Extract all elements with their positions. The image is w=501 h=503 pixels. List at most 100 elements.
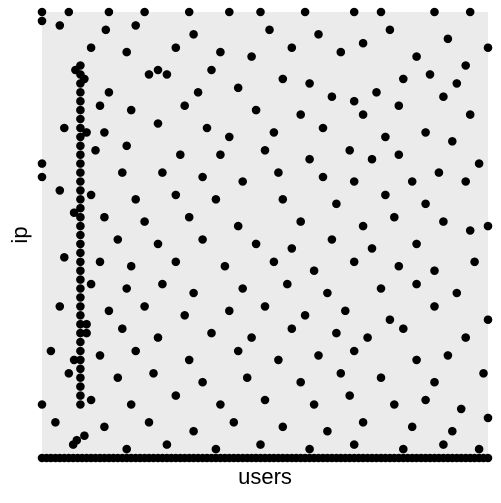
data-point xyxy=(171,190,181,200)
data-point xyxy=(76,284,85,293)
data-point xyxy=(318,172,328,182)
data-point xyxy=(76,177,85,186)
data-point xyxy=(86,190,96,200)
data-point xyxy=(189,288,198,298)
data-point xyxy=(131,21,140,30)
data-point xyxy=(225,306,234,316)
data-point xyxy=(358,221,368,231)
data-point xyxy=(153,119,163,128)
data-point xyxy=(256,7,265,17)
data-point xyxy=(412,279,421,289)
data-point xyxy=(318,123,328,133)
data-point xyxy=(76,203,85,213)
data-point xyxy=(198,235,207,244)
data-point xyxy=(305,79,314,88)
data-point xyxy=(126,261,136,271)
data-point xyxy=(385,315,395,325)
data-point xyxy=(91,146,100,155)
data-point xyxy=(225,7,234,17)
data-point xyxy=(412,52,421,61)
data-point xyxy=(158,168,167,177)
data-point xyxy=(233,346,243,356)
data-point xyxy=(153,65,163,75)
data-point xyxy=(443,34,453,44)
data-point xyxy=(283,279,292,289)
data-point xyxy=(86,395,96,405)
data-point xyxy=(367,244,377,253)
data-point xyxy=(126,400,136,409)
data-point xyxy=(336,47,346,57)
data-point xyxy=(443,351,453,360)
data-point xyxy=(76,391,85,400)
data-point xyxy=(452,288,462,298)
data-point xyxy=(474,444,484,454)
data-point xyxy=(349,257,359,267)
data-point xyxy=(76,159,85,168)
data-point xyxy=(394,261,404,271)
data-point xyxy=(76,382,85,391)
data-point xyxy=(176,150,185,159)
data-point xyxy=(260,302,270,311)
data-point xyxy=(381,132,390,142)
data-point xyxy=(251,239,261,249)
data-point xyxy=(158,279,167,289)
data-point xyxy=(76,337,85,347)
data-point xyxy=(76,150,85,159)
data-point xyxy=(314,30,323,39)
data-point xyxy=(76,364,85,374)
data-point xyxy=(421,395,430,405)
data-point xyxy=(82,328,91,338)
data-point xyxy=(216,47,225,57)
data-point xyxy=(76,373,85,383)
data-point xyxy=(95,101,105,110)
data-point xyxy=(483,453,493,463)
data-point xyxy=(51,418,60,427)
data-point xyxy=(421,199,430,209)
data-point xyxy=(296,217,306,226)
data-point xyxy=(385,25,395,35)
data-point xyxy=(269,128,279,137)
data-point xyxy=(233,83,243,93)
data-point xyxy=(439,217,448,226)
data-point xyxy=(448,426,457,436)
data-point xyxy=(76,275,85,284)
data-point xyxy=(55,302,65,311)
data-point xyxy=(184,212,194,222)
data-point xyxy=(309,400,319,409)
data-point xyxy=(238,284,247,293)
data-point xyxy=(104,7,114,17)
data-point xyxy=(80,431,89,441)
data-point xyxy=(430,266,439,276)
data-point xyxy=(483,315,493,325)
data-point xyxy=(104,306,114,316)
data-point xyxy=(211,195,221,204)
data-point xyxy=(100,422,109,432)
data-point xyxy=(363,333,372,342)
data-point xyxy=(198,172,207,182)
data-point xyxy=(287,43,297,52)
data-point xyxy=(82,319,91,329)
data-point xyxy=(76,355,85,365)
data-point xyxy=(76,302,85,311)
data-point xyxy=(55,186,65,195)
data-point xyxy=(76,114,85,124)
data-point xyxy=(69,208,79,217)
data-point xyxy=(118,168,127,177)
data-point xyxy=(305,154,314,164)
data-point xyxy=(131,195,140,204)
data-point xyxy=(76,400,85,409)
data-point xyxy=(140,217,149,226)
data-point xyxy=(71,65,80,75)
data-point xyxy=(421,128,430,137)
data-point xyxy=(76,230,85,240)
data-point xyxy=(265,25,274,35)
data-point xyxy=(465,226,475,235)
data-points xyxy=(37,7,493,463)
data-point xyxy=(153,239,163,249)
data-point xyxy=(101,25,111,35)
data-point xyxy=(76,132,85,142)
data-point xyxy=(202,123,212,133)
data-point xyxy=(104,88,114,97)
data-point xyxy=(76,123,85,133)
